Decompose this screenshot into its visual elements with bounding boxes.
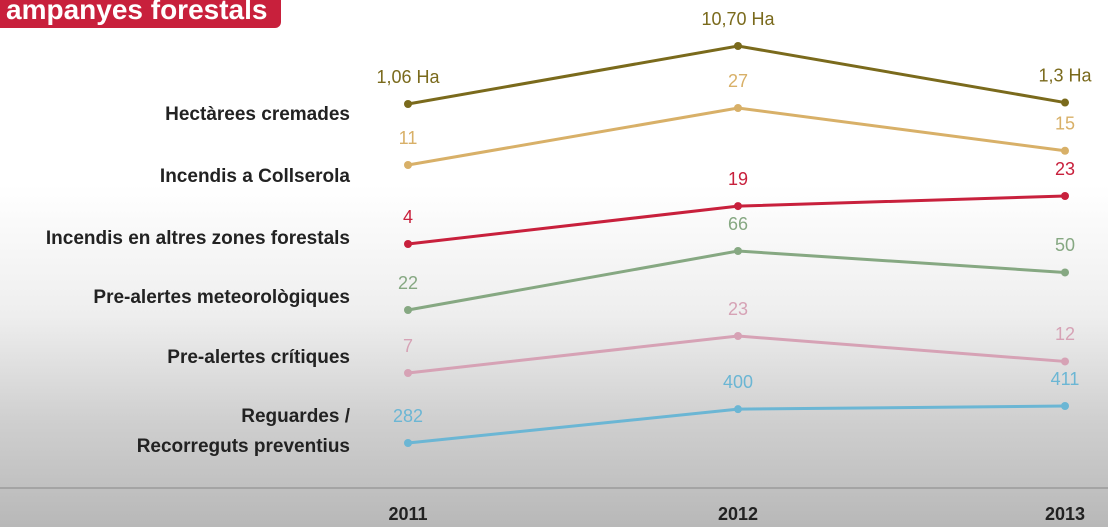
- x-tick-label: 2011: [388, 504, 427, 524]
- value-label: 23: [728, 299, 748, 319]
- point: [404, 369, 412, 377]
- infographic: ampanyes forestals 2011201220131,06 Ha10…: [0, 0, 1108, 527]
- value-label: 1,3 Ha: [1038, 65, 1092, 85]
- point: [734, 202, 742, 210]
- value-label: 282: [393, 406, 423, 426]
- value-label: 12: [1055, 324, 1075, 344]
- value-label: 11: [399, 128, 418, 148]
- value-label: 22: [398, 273, 418, 293]
- value-label: 4: [403, 207, 413, 227]
- point: [404, 306, 412, 314]
- point: [1061, 147, 1069, 155]
- point: [734, 42, 742, 50]
- series-line: [408, 336, 1065, 373]
- value-label: 1,06 Ha: [376, 67, 440, 87]
- value-label: 10,70 Ha: [701, 9, 775, 29]
- x-tick-label: 2013: [1045, 504, 1085, 524]
- series-label: Incendis a Collserola: [160, 162, 350, 192]
- point: [1061, 192, 1069, 200]
- series-line: [408, 108, 1065, 165]
- series-label: Pre-alertes crítiques: [167, 343, 350, 373]
- point: [1061, 99, 1069, 107]
- value-label: 50: [1055, 235, 1075, 255]
- value-label: 27: [728, 71, 748, 91]
- point: [1061, 357, 1069, 365]
- value-label: 411: [1051, 369, 1080, 389]
- point: [734, 332, 742, 340]
- value-label: 66: [728, 214, 748, 234]
- value-label: 400: [723, 372, 753, 392]
- point: [1061, 402, 1069, 410]
- value-label: 19: [728, 169, 748, 189]
- series-label: Incendis en altres zones forestals: [46, 224, 350, 254]
- x-tick-label: 2012: [718, 504, 758, 524]
- point: [1061, 268, 1069, 276]
- value-label: 15: [1055, 114, 1075, 134]
- point: [404, 439, 412, 447]
- series-label: Hectàrees cremades: [165, 100, 350, 130]
- value-label: 23: [1055, 159, 1075, 179]
- point: [404, 100, 412, 108]
- point: [734, 104, 742, 112]
- point: [734, 247, 742, 255]
- series-label: Pre-alertes meteorològiques: [93, 283, 350, 313]
- series-label: Reguardes / Recorreguts preventius: [137, 402, 350, 462]
- point: [404, 161, 412, 169]
- point: [734, 405, 742, 413]
- value-label: 7: [403, 336, 413, 356]
- point: [404, 240, 412, 248]
